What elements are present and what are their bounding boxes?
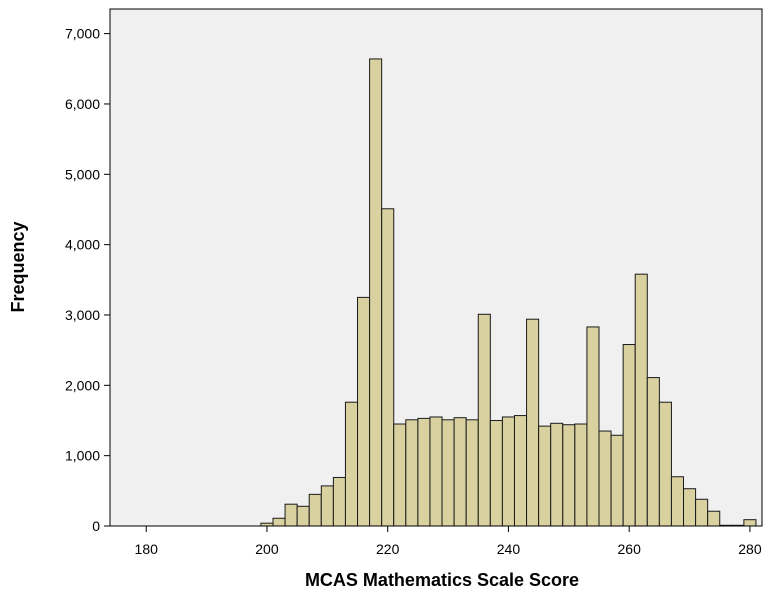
histogram-bar bbox=[513, 415, 528, 527]
y-tick-label: 1,000 bbox=[65, 448, 100, 464]
x-tick-label: 200 bbox=[255, 541, 279, 557]
y-tick-label: 7,000 bbox=[65, 26, 100, 42]
histogram-bar bbox=[344, 401, 359, 527]
histogram-bar bbox=[296, 505, 310, 527]
histogram-bar bbox=[707, 510, 721, 527]
histogram-bar bbox=[405, 419, 419, 527]
x-tick-label: 180 bbox=[135, 541, 159, 557]
histogram-bar bbox=[501, 416, 515, 527]
histogram-bar bbox=[634, 273, 648, 527]
histogram-bar bbox=[574, 423, 588, 527]
histogram-bar bbox=[743, 519, 757, 527]
histogram-bar bbox=[284, 503, 298, 527]
histogram-bar bbox=[658, 401, 672, 527]
histogram-bar bbox=[357, 296, 371, 527]
histogram-bar bbox=[441, 419, 455, 527]
y-tick-label: 3,000 bbox=[65, 307, 100, 323]
x-tick-label: 220 bbox=[376, 541, 400, 557]
x-ticks-layer: 180 200 220 240 260 280 bbox=[135, 526, 762, 557]
histogram-bar bbox=[562, 424, 576, 527]
histogram-bar bbox=[417, 417, 431, 527]
histogram-bar bbox=[526, 318, 540, 527]
histogram-bar bbox=[670, 476, 685, 527]
histogram-bar bbox=[320, 485, 334, 527]
y-tick-label: 2,000 bbox=[65, 377, 100, 393]
histogram-bar bbox=[646, 377, 660, 527]
histogram-bar bbox=[477, 313, 491, 527]
x-tick-label: 240 bbox=[497, 541, 521, 557]
histogram-bar bbox=[332, 476, 346, 527]
histogram-bar bbox=[272, 517, 286, 527]
y-ticks-layer: 0 1,000 2,000 3,000 4,000 5,000 6,000 7,000 bbox=[65, 26, 110, 534]
x-tick-label: 280 bbox=[738, 541, 762, 557]
y-tick-label: 5,000 bbox=[65, 166, 100, 182]
histogram-bar bbox=[598, 430, 612, 527]
histogram-bar bbox=[489, 419, 503, 527]
y-tick-label: 0 bbox=[92, 518, 100, 534]
histogram-bar bbox=[308, 493, 322, 527]
y-axis-title: Frequency bbox=[8, 221, 28, 312]
histogram-bar bbox=[393, 423, 407, 527]
histogram-bar bbox=[381, 208, 395, 527]
histogram-bar bbox=[695, 498, 709, 527]
y-tick-label: 6,000 bbox=[65, 96, 100, 112]
histogram-bar bbox=[586, 326, 600, 527]
x-tick-label: 260 bbox=[618, 541, 642, 557]
histogram-bar bbox=[538, 425, 552, 527]
bars-layer bbox=[260, 58, 757, 527]
histogram-bar bbox=[465, 419, 479, 527]
histogram-bar bbox=[550, 422, 564, 527]
histogram-bar bbox=[429, 416, 443, 527]
histogram-bar bbox=[683, 488, 697, 527]
x-axis-title: MCAS Mathematics Scale Score bbox=[305, 570, 579, 590]
histogram-bar bbox=[369, 58, 383, 527]
histogram-bar bbox=[622, 344, 636, 527]
histogram-bar bbox=[453, 417, 467, 527]
y-tick-label: 4,000 bbox=[65, 237, 100, 253]
histogram-bar bbox=[610, 434, 624, 527]
